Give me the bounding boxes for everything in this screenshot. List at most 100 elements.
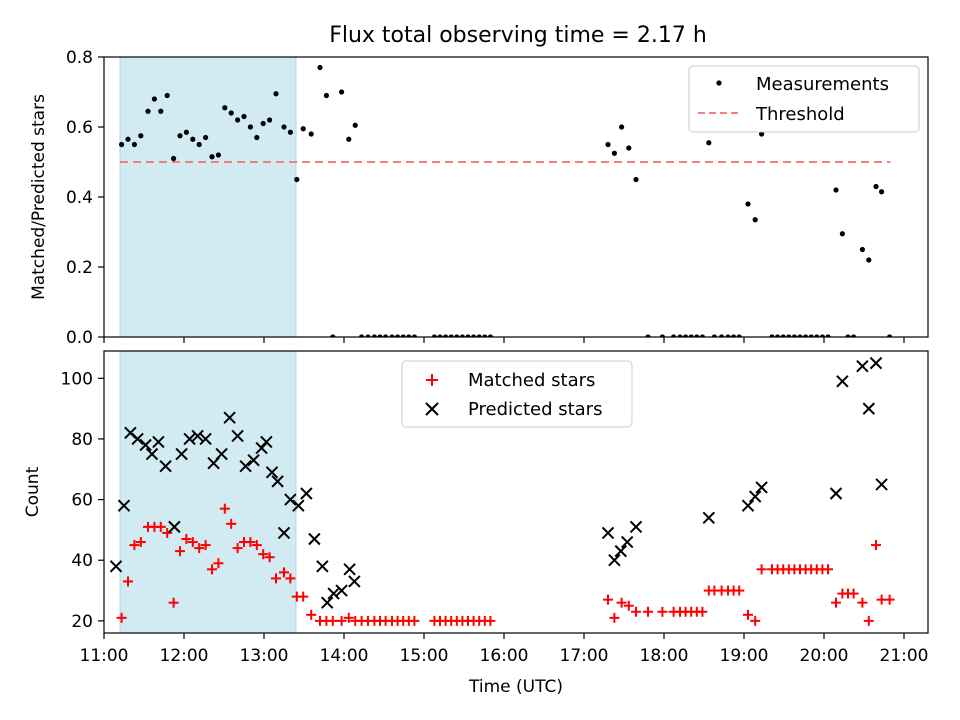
measurement-point xyxy=(411,334,417,337)
measurement-point xyxy=(803,334,809,337)
measurement-point xyxy=(406,334,412,337)
bottom-legend-box xyxy=(401,360,633,428)
matched-stars-point xyxy=(129,540,140,551)
predicted-stars-point xyxy=(608,554,621,567)
matched-stars-point xyxy=(336,615,347,626)
matched-stars-point xyxy=(258,549,269,560)
predicted-stars-point xyxy=(601,526,615,540)
measurement-point xyxy=(215,152,221,158)
measurement-point xyxy=(659,334,665,337)
measurement-point xyxy=(260,120,266,127)
x-tick-label: 20:00 xyxy=(800,646,849,666)
matched-stars-point xyxy=(734,585,745,596)
predicted-stars-point xyxy=(856,359,869,373)
matched-stars-point xyxy=(271,573,281,584)
measurement-point xyxy=(287,129,293,135)
matched-stars-point xyxy=(750,615,761,626)
x-axis-label: Time (UTC) xyxy=(468,677,563,697)
predicted-stars-point xyxy=(327,587,340,600)
predicted-stars-point xyxy=(159,460,172,473)
matched-stars-point xyxy=(485,615,496,626)
measurement-point xyxy=(711,334,717,337)
measurement-point xyxy=(203,134,209,141)
measurement-point xyxy=(879,189,885,195)
predicted-stars-point xyxy=(741,499,755,512)
matched-stars-point xyxy=(643,606,653,617)
matched-stars-point xyxy=(200,540,211,551)
measurement-point xyxy=(833,187,839,193)
measurement-point xyxy=(887,334,893,337)
measurement-point xyxy=(706,140,712,146)
matched-stars-point xyxy=(623,600,634,611)
y-tick-label: 0.0 xyxy=(66,328,93,348)
matched-stars-point xyxy=(155,521,166,532)
predicted-stars-point xyxy=(215,447,228,461)
predicted-stars-point xyxy=(199,432,212,446)
measurement-point xyxy=(222,105,228,111)
y-tick-label: 20 xyxy=(71,612,93,632)
legend-measurements-label: Measurements xyxy=(756,74,889,95)
measurement-point xyxy=(611,150,618,156)
predicted-stars-point xyxy=(869,356,883,370)
matched-stars-point xyxy=(823,564,833,575)
matched-stars-point xyxy=(168,597,179,608)
y-tick-label: 60 xyxy=(71,491,93,511)
measurement-point xyxy=(619,124,625,130)
measurement-point xyxy=(443,334,449,337)
legend-measurements-marker xyxy=(716,80,722,86)
y-tick-label: 40 xyxy=(71,551,93,571)
matched-stars-point xyxy=(187,537,198,548)
matched-stars-point xyxy=(631,606,641,617)
predicted-stars-point xyxy=(755,481,768,494)
measurement-point xyxy=(825,334,831,337)
measurement-point xyxy=(814,334,820,337)
matched-stars-point xyxy=(863,615,874,626)
matched-stars-point xyxy=(213,558,224,569)
measurement-point xyxy=(465,334,471,337)
y-tick-label: 80 xyxy=(71,430,93,450)
observing-window-span xyxy=(119,57,297,337)
predicted-stars-point xyxy=(862,402,876,415)
y-tick-label: 0.6 xyxy=(66,118,93,138)
top-legend-box xyxy=(688,65,920,133)
measurement-point xyxy=(158,108,164,114)
predicted-stars-point xyxy=(614,544,628,558)
measurement-point xyxy=(780,334,786,337)
measurement-point xyxy=(808,334,814,337)
matched-stars-point xyxy=(175,546,185,557)
matched-stars-point xyxy=(251,540,262,551)
measurement-point xyxy=(247,124,253,130)
measurement-point xyxy=(759,131,765,137)
measurement-point xyxy=(131,141,137,148)
predicted-stars-point xyxy=(265,466,279,479)
matched-stars-point xyxy=(756,564,767,575)
measurement-point xyxy=(786,334,792,337)
matched-stars-point xyxy=(232,543,243,554)
measurement-point xyxy=(308,131,314,137)
measurement-point xyxy=(400,334,406,337)
top-y-axis-label: Matched/Predicted stars xyxy=(29,94,49,300)
measurement-point xyxy=(845,334,851,337)
measurement-point xyxy=(209,154,215,160)
predicted-stars-point xyxy=(145,447,159,461)
bottom-axes-frame xyxy=(103,350,929,634)
measurement-point xyxy=(437,334,443,337)
predicted-stars-point xyxy=(836,375,849,388)
y-tick-label: 0.8 xyxy=(66,48,93,68)
predicted-stars-point xyxy=(308,532,321,546)
measurement-point xyxy=(839,231,846,237)
bottom-panel: 20 40 60 80 100 11:00 12:00 13:00 14:00 15:00 16:0… xyxy=(23,350,929,697)
predicted-stars-point xyxy=(292,499,305,512)
y-tick-label: 100 xyxy=(61,369,93,389)
legend-predicted-marker xyxy=(425,402,439,416)
predicted-stars-point xyxy=(348,575,361,588)
matched-stars-point xyxy=(697,606,708,617)
measurement-point xyxy=(383,334,389,337)
x-tick-label: 13:00 xyxy=(240,646,289,666)
matched-stars-point xyxy=(226,518,237,529)
measurement-point xyxy=(482,334,488,337)
measurement-point xyxy=(688,334,694,337)
measurement-point xyxy=(228,110,234,116)
matched-stars-point xyxy=(162,527,173,538)
